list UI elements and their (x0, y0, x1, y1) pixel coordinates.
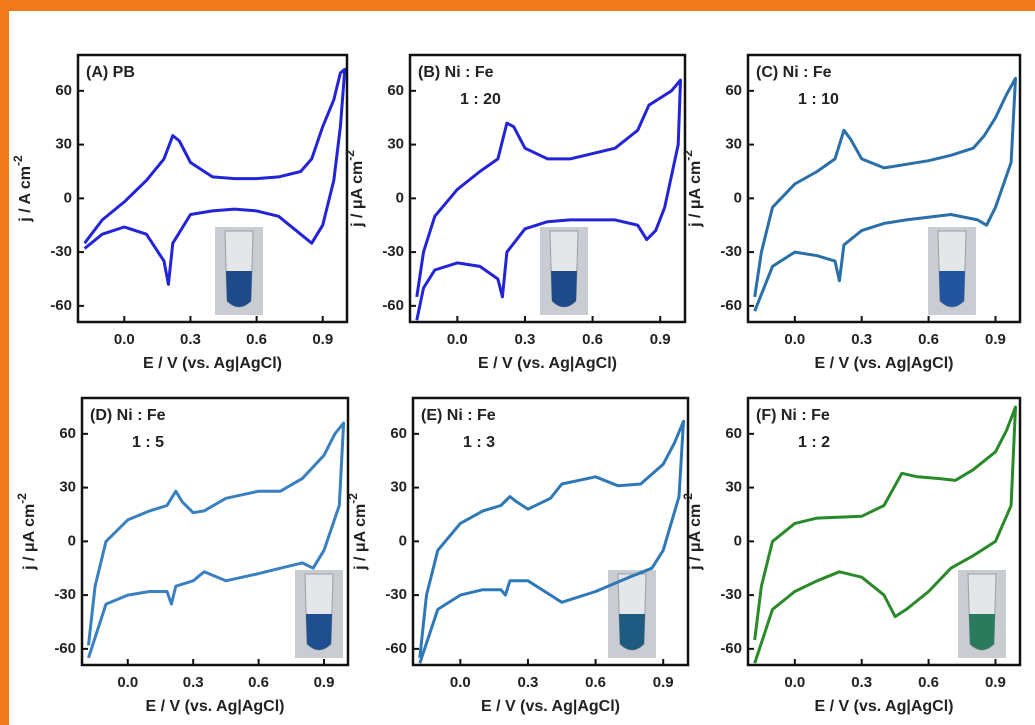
y-tick-label: 30 (387, 136, 404, 153)
x-tick-label: 0.3 (515, 331, 536, 348)
inset-liquid (969, 614, 995, 650)
y-axis-label-superscript: -2 (11, 155, 25, 166)
x-tick-label: 0.0 (114, 331, 135, 348)
y-tick-label: 0 (68, 532, 76, 549)
y-tick-label: 30 (725, 479, 742, 496)
y-tick-label: 0 (734, 532, 742, 549)
panel-subtitle: 1 : 3 (463, 434, 495, 451)
y-axis-label-main: j / μA cm (349, 161, 366, 228)
x-tick-label: 0.9 (653, 674, 674, 691)
x-tick-label: 0.6 (246, 331, 267, 348)
inset-liquid (551, 271, 577, 307)
y-tick-label: -30 (382, 243, 404, 260)
x-axis-label: E / V (vs. Ag|AgCl) (145, 698, 284, 715)
y-tick-label: 60 (390, 425, 407, 442)
y-tick-label: -60 (54, 640, 76, 657)
x-axis-label: E / V (vs. Ag|AgCl) (143, 355, 282, 372)
inset-liquid (619, 614, 645, 650)
panel-title: (E) Ni : Fe (421, 407, 496, 424)
inset-liquid (226, 271, 252, 307)
y-tick-label: -60 (50, 297, 72, 314)
y-tick-label: 60 (725, 425, 742, 442)
y-tick-label: 0 (399, 532, 407, 549)
panel-subtitle: 1 : 5 (132, 434, 164, 451)
x-tick-label: 0.6 (918, 674, 939, 691)
y-axis-label-superscript: -2 (346, 493, 360, 504)
y-tick-label: 30 (59, 479, 76, 496)
panel-title: (F) Ni : Fe (756, 407, 830, 424)
y-tick-label: -60 (720, 640, 742, 657)
panel-title: (B) Ni : Fe (418, 64, 494, 81)
x-tick-label: 0.3 (180, 331, 201, 348)
x-tick-label: 0.6 (582, 331, 603, 348)
panel-subtitle: 1 : 10 (798, 91, 839, 108)
x-tick-label: 0.3 (851, 674, 872, 691)
y-axis-label-main: j / μA cm (21, 504, 38, 571)
y-axis-label-main: j / μA cm (352, 504, 369, 571)
y-tick-label: 60 (55, 82, 72, 99)
frame-top (0, 0, 1035, 11)
x-tick-label: 0.9 (985, 331, 1006, 348)
y-tick-label: 60 (59, 425, 76, 442)
y-axis-label-superscript: -2 (681, 150, 695, 161)
x-tick-label: 0.0 (117, 674, 138, 691)
y-tick-label: -60 (382, 297, 404, 314)
panel-subtitle: 1 : 2 (798, 434, 830, 451)
y-axis-label-main: j / μA cm (687, 161, 704, 228)
inset-liquid (306, 614, 332, 650)
y-tick-label: -30 (720, 243, 742, 260)
figure: 0.0 0.3 0.6 0.9 -60 -30 0 30 60 (A) PB E / V (vs. … (0, 0, 1035, 725)
y-tick-label: -60 (385, 640, 407, 657)
inset-liquid (939, 271, 965, 307)
x-tick-label: 0.0 (784, 331, 805, 348)
y-tick-label: 0 (64, 189, 72, 206)
x-tick-label: 0.6 (585, 674, 606, 691)
x-tick-label: 0.6 (248, 674, 269, 691)
y-axis-label-main: j / A cm (17, 166, 34, 223)
x-tick-label: 0.9 (314, 674, 335, 691)
x-tick-label: 0.9 (985, 674, 1006, 691)
x-tick-label: 0.0 (447, 331, 468, 348)
frame-left (0, 0, 9, 725)
x-tick-label: 0.9 (312, 331, 333, 348)
y-tick-label: -30 (54, 586, 76, 603)
y-tick-label: 0 (734, 189, 742, 206)
y-tick-label: 0 (396, 189, 404, 206)
y-axis-label-main: j / μA cm (687, 504, 704, 571)
panel-subtitle: 1 : 20 (460, 91, 501, 108)
x-tick-label: 0.0 (450, 674, 471, 691)
x-tick-label: 0.9 (650, 331, 671, 348)
y-tick-label: 30 (390, 479, 407, 496)
y-axis-label-superscript: -2 (343, 150, 357, 161)
x-axis-label: E / V (vs. Ag|AgCl) (481, 698, 620, 715)
x-axis-label: E / V (vs. Ag|AgCl) (478, 355, 617, 372)
y-tick-label: -30 (720, 586, 742, 603)
y-tick-label: 30 (55, 136, 72, 153)
panel-title: (C) Ni : Fe (756, 64, 832, 81)
y-tick-label: 60 (725, 82, 742, 99)
y-tick-label: -60 (720, 297, 742, 314)
panel-title: (D) Ni : Fe (90, 407, 166, 424)
panel-title: (A) PB (86, 64, 135, 81)
y-axis-label-superscript: -2 (15, 493, 29, 504)
y-axis-label-superscript: -2 (681, 493, 695, 504)
x-axis-label: E / V (vs. Ag|AgCl) (814, 698, 953, 715)
x-tick-label: 0.3 (518, 674, 539, 691)
x-tick-label: 0.6 (918, 331, 939, 348)
x-tick-label: 0.3 (183, 674, 204, 691)
y-tick-label: -30 (385, 586, 407, 603)
x-tick-label: 0.3 (851, 331, 872, 348)
y-tick-label: 60 (387, 82, 404, 99)
y-tick-label: -30 (50, 243, 72, 260)
x-axis-label: E / V (vs. Ag|AgCl) (814, 355, 953, 372)
y-tick-label: 30 (725, 136, 742, 153)
x-tick-label: 0.0 (784, 674, 805, 691)
